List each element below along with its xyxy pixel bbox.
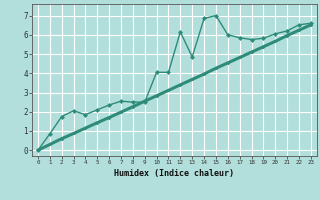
X-axis label: Humidex (Indice chaleur): Humidex (Indice chaleur) — [115, 169, 234, 178]
